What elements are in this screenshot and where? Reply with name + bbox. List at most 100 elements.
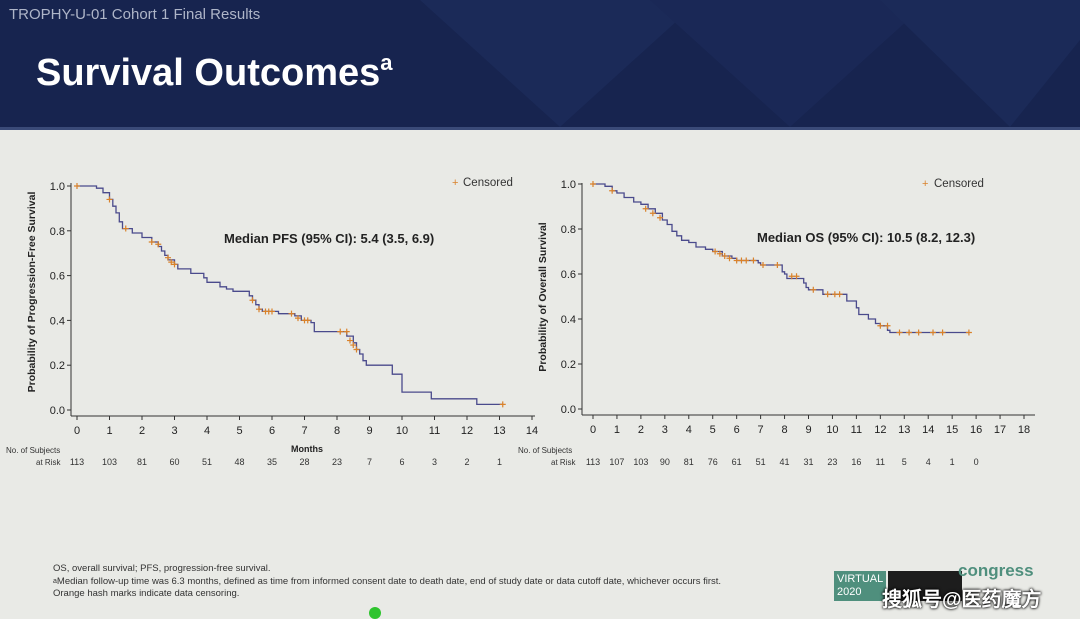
os-x-tick-label: 2: [638, 424, 644, 436]
pfs-x-tick-label: 1: [106, 425, 112, 437]
os-x-tick-label: 8: [781, 424, 787, 436]
os-at-risk-label-2: at Risk: [551, 458, 576, 467]
pfs-at-risk-value: 7: [367, 457, 372, 467]
pfs-censor-mark: [499, 401, 506, 408]
pfs-y-tick-label: 0.2: [50, 360, 65, 372]
os-censor-mark: [649, 210, 656, 217]
os-censor-mark: [774, 262, 781, 268]
pfs-x-tick-label: 0: [74, 425, 80, 437]
pfs-censor-mark: [106, 196, 113, 203]
pfs-y-tick-label: 0.6: [50, 271, 65, 283]
footnotes: OS, overall survival; PFS, progression-f…: [53, 563, 721, 601]
os-censor-mark: [760, 262, 767, 268]
pfs-x-tick-label: 12: [461, 425, 473, 437]
os-censor-mark: [750, 257, 757, 264]
pfs-censor-mark: [168, 259, 175, 266]
pfs-x-axis-label: Months: [291, 444, 323, 454]
os-at-risk-value: 41: [780, 457, 790, 467]
os-x-tick-label: 15: [946, 424, 958, 436]
os-censor-mark: [712, 248, 719, 255]
slide-title-text: Survival Outcomes: [36, 52, 381, 94]
os-at-risk-value: 11: [876, 457, 885, 467]
pfs-at-risk-value: 103: [102, 457, 117, 467]
os-censor-mark: [824, 291, 831, 298]
os-censor-mark: [721, 253, 728, 259]
pfs-x-tick-label: 2: [139, 425, 145, 437]
watermark: 搜狐号@医药魔方: [882, 589, 1042, 611]
os-x-tick-label: 6: [734, 424, 740, 436]
os-censor-mark: [716, 250, 723, 257]
pfs-x-tick-label: 5: [236, 425, 242, 437]
pfs-censor-mark: [347, 337, 353, 344]
pfs-x-tick-label: 11: [429, 425, 440, 437]
os-censor-mark: [939, 329, 946, 336]
os-annotation: Median OS (95% CI): 10.5 (8.2, 12.3): [757, 230, 975, 245]
slide-subtitle: TROPHY-U-01 Cohort 1 Final Results: [9, 6, 261, 23]
pfs-x-tick-label: 14: [526, 425, 538, 437]
logo-congress-text: congress: [958, 561, 1034, 580]
os-chart: Probability of Overall Survival Median O…: [518, 178, 1035, 467]
os-censor-mark: [657, 214, 664, 221]
pfs-at-risk-value: 48: [234, 457, 244, 467]
pfs-censor-mark: [249, 297, 256, 304]
os-censor-mark: [793, 273, 800, 280]
pfs-annotation: Median PFS (95% CI): 5.4 (3.5, 6.9): [224, 231, 434, 246]
os-y-tick-label: 0.2: [561, 359, 576, 371]
pfs-x-tick-label: 7: [301, 425, 307, 437]
os-at-risk-value: 61: [732, 457, 742, 467]
pfs-at-risk-value: 23: [332, 457, 342, 467]
os-x-tick-label: 1: [614, 424, 620, 436]
os-at-risk-value: 90: [660, 457, 670, 467]
os-x-tick-label: 3: [662, 424, 668, 436]
pfs-at-risk-value: 60: [169, 457, 179, 467]
os-legend-label: Censored: [934, 178, 984, 190]
pfs-at-risk-value: 2: [464, 457, 469, 467]
os-y-tick-label: 1.0: [561, 179, 576, 191]
os-censor-mark: [930, 329, 937, 336]
logo-virtual-text: VIRTUAL: [837, 573, 884, 585]
os-censor-mark: [877, 322, 884, 329]
pfs-x-tick-label: 8: [334, 425, 340, 437]
os-censor-mark: [965, 329, 972, 336]
os-at-risk-value: 0: [974, 457, 979, 467]
pfs-y-axis-label: Probability of Progression-Free Survival: [26, 192, 38, 393]
os-x-tick-label: 12: [874, 424, 886, 436]
slide-title: Survival Outcomesa: [36, 50, 393, 95]
os-at-risk-value: 113: [586, 457, 600, 467]
virtual-logo-box: VIRTUAL 2020: [834, 571, 886, 601]
os-y-axis-label: Probability of Overall Survival: [537, 222, 549, 371]
footnote-2-text: Median follow-up time was 6.3 months, de…: [56, 575, 722, 587]
os-at-risk-value: 107: [609, 457, 624, 467]
pfs-censor-mark: [350, 342, 357, 349]
pfs-at-risk-value: 1: [497, 457, 502, 467]
pfs-x-tick-label: 10: [396, 425, 408, 437]
os-legend-marker: +: [922, 178, 928, 190]
pfs-at-risk-value: 3: [432, 457, 437, 467]
pfs-legend-marker: +: [452, 177, 458, 189]
pfs-censor-mark: [288, 310, 295, 317]
pfs-at-risk-value: 81: [137, 457, 147, 467]
pfs-censor-mark: [122, 225, 129, 232]
os-censor-mark: [906, 329, 913, 336]
pfs-y-tick-label: 0.0: [50, 405, 65, 417]
os-x-tick-label: 11: [851, 424, 862, 436]
pointer-dot: [369, 607, 381, 619]
os-at-risk-value: 51: [756, 457, 766, 467]
pfs-at-risk-value: 113: [70, 457, 84, 467]
os-at-risk-value: 4: [926, 457, 931, 467]
pfs-censor-mark: [337, 328, 344, 335]
os-at-risk-value: 103: [633, 457, 648, 467]
pfs-x-tick-label: 3: [171, 425, 177, 437]
os-at-risk-value: 31: [803, 457, 813, 467]
os-censor-mark: [810, 286, 817, 293]
pfs-censor-mark: [155, 241, 162, 248]
os-y-tick-label: 0.8: [561, 224, 576, 236]
os-x-tick-label: 5: [710, 424, 716, 436]
title-superscript: a: [380, 50, 393, 75]
pfs-legend-label: Censored: [463, 177, 513, 189]
os-x-tick-label: 10: [826, 424, 838, 436]
os-x-tick-label: 0: [590, 424, 596, 436]
pfs-y-tick-label: 0.4: [50, 315, 65, 327]
os-x-tick-label: 14: [922, 424, 934, 436]
footnote-3: Orange hash marks indicate data censorin…: [53, 588, 240, 599]
